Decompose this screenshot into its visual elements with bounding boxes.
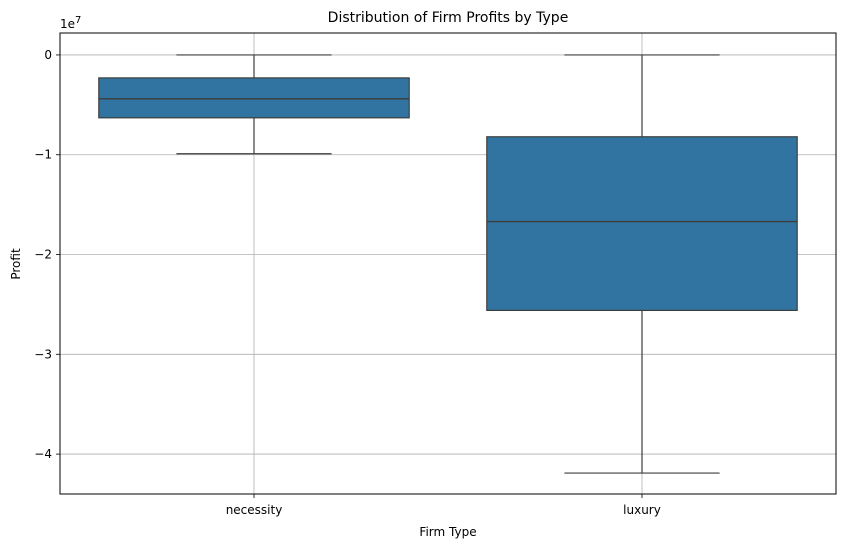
box-layer <box>98 54 798 474</box>
x-axis-label: Firm Type <box>419 525 476 539</box>
y-offset-label: 1e7 <box>60 15 81 31</box>
plot-frame <box>59 32 837 495</box>
y-tick-label: −3 <box>34 347 52 361</box>
x-tick-label: luxury <box>623 503 661 517</box>
iqr-box <box>98 77 410 119</box>
y-tick-label: −4 <box>34 447 52 461</box>
y-tick-label: −2 <box>34 248 52 262</box>
chart-title: Distribution of Firm Profits by Type <box>328 10 569 26</box>
box-necessity <box>98 54 410 155</box>
box-luxury <box>486 54 798 474</box>
y-tick-label: −1 <box>34 148 52 162</box>
y-axis-label: Profit <box>9 248 23 280</box>
x-tick-label: necessity <box>226 503 283 517</box>
y-tick-label: 0 <box>44 48 52 62</box>
tick-layer: 0 −1 −2 −3 −4 necessity luxury <box>34 48 661 517</box>
iqr-box <box>486 136 798 311</box>
